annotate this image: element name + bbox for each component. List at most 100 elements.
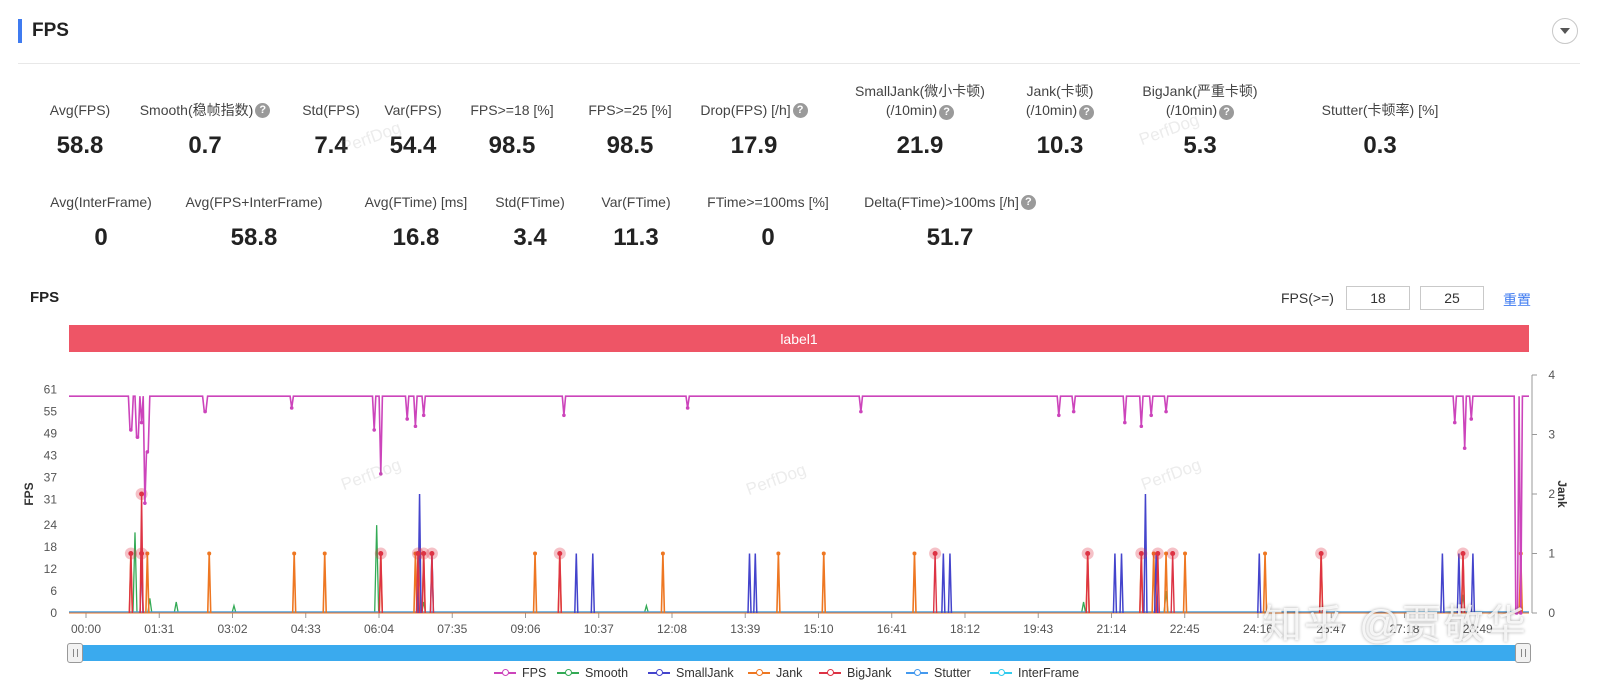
legend-item-stutter[interactable]: Stutter: [906, 666, 971, 680]
collapse-button[interactable]: [1552, 18, 1578, 44]
metric-value: 0.3: [1363, 132, 1397, 159]
fps-point: [1139, 424, 1144, 429]
slider-left-handle[interactable]: [67, 643, 83, 663]
metric-row1-8: Jank(卡顿) (/10min)? 10.3: [970, 82, 1150, 160]
help-icon[interactable]: ?: [255, 103, 271, 118]
fps-point: [859, 409, 863, 414]
bigjank-point: [139, 491, 145, 497]
jank-spike: [1163, 553, 1169, 614]
legend-label: SmallJank: [676, 666, 734, 680]
jank-point: [322, 551, 327, 556]
reset-button[interactable]: 重置: [1503, 292, 1531, 308]
panel-title: FPS: [32, 20, 69, 41]
metric-value: 0: [94, 224, 108, 251]
metric-value: 51.7: [926, 224, 974, 251]
series-fps: [69, 395, 1529, 615]
bigjank-point: [1138, 551, 1144, 556]
metric-label-text: (/10min): [1025, 102, 1078, 118]
y-tick-label: 31: [44, 492, 58, 506]
fps-point: [145, 450, 150, 454]
help-icon[interactable]: ?: [1079, 105, 1095, 120]
legend-item-jank[interactable]: Jank: [748, 666, 802, 680]
metric-label-text: (/10min): [1165, 102, 1218, 118]
divider: [18, 63, 1580, 64]
fps-point: [405, 417, 409, 421]
smooth-spike: [374, 525, 380, 614]
fps-point: [1149, 413, 1154, 418]
fps-point: [372, 428, 376, 432]
help-icon[interactable]: ?: [792, 103, 808, 118]
y-tick-label: 37: [44, 471, 58, 485]
fps-point: [1164, 409, 1168, 414]
bigjank-point: [1460, 551, 1466, 556]
bigjank-point: [421, 551, 427, 556]
metric-label: Avg(FPS+InterFrame): [185, 193, 322, 212]
y2-tick-label: 3: [1548, 428, 1555, 442]
time-range-slider[interactable]: [67, 643, 1531, 663]
jank-point: [912, 551, 917, 556]
y2-tick-label: 1: [1548, 547, 1555, 561]
metric-row1-4: FPS>=18 [%] 98.5: [422, 101, 602, 160]
x-tick-label: 00:00: [71, 622, 101, 636]
fps-point: [1057, 413, 1061, 418]
jank-point: [1263, 551, 1268, 556]
metric-row2-1: Avg(FPS+InterFrame) 58.8: [164, 193, 344, 252]
title-accent-bar: [18, 19, 22, 43]
bigjank-spike: [932, 553, 938, 614]
metric-label: Avg(FPS): [50, 101, 110, 120]
legend-label: FPS: [522, 666, 547, 680]
slider-right-handle[interactable]: [1515, 643, 1531, 663]
smooth-spike: [643, 603, 650, 614]
fps-point: [143, 501, 147, 505]
legend-marker: [827, 669, 834, 676]
fps-point: [1462, 446, 1467, 451]
legend-label: InterFrame: [1018, 666, 1080, 680]
x-tick-label: 25:47: [1316, 622, 1346, 636]
fps-threshold-input-1[interactable]: [1346, 286, 1410, 310]
y-tick-label: 61: [44, 383, 58, 397]
fps-point: [562, 413, 566, 418]
legend-item-fps[interactable]: FPS: [494, 666, 546, 680]
label-band[interactable]: label1: [69, 325, 1529, 352]
metric-label-line2: (/10min)?: [1110, 101, 1290, 120]
jank-spike: [145, 553, 150, 614]
x-tick-label: 06:04: [364, 622, 394, 636]
help-icon[interactable]: ?: [1219, 105, 1235, 120]
bigjank-point: [429, 551, 435, 556]
metric-label: BigJank(严重卡顿): [1142, 82, 1257, 101]
jank-point: [1151, 551, 1156, 556]
metric-label-text: Stutter(卡顿率) [%]: [1321, 102, 1439, 118]
fps-point: [421, 413, 426, 418]
y2-tick-label: 2: [1548, 487, 1555, 501]
jank-spike: [322, 553, 328, 614]
legend-item-interframe[interactable]: InterFrame: [990, 666, 1079, 680]
x-tick-label: 21:14: [1096, 622, 1126, 636]
metric-label-text: Avg(FPS+InterFrame): [185, 194, 323, 210]
metric-label-text: Std(FPS): [302, 102, 360, 118]
help-icon[interactable]: ?: [1020, 195, 1036, 210]
metric-label: Std(FTime): [495, 193, 564, 212]
smalljank-spike: [753, 553, 758, 614]
smalljank-spike: [1257, 553, 1262, 614]
metric-label-text: Var(FPS): [384, 102, 442, 118]
metric-value: 5.3: [1183, 132, 1217, 159]
legend-item-smalljank[interactable]: SmallJank: [648, 666, 734, 680]
legend-item-bigjank[interactable]: BigJank: [819, 666, 891, 680]
metric-value: 17.9: [730, 132, 778, 159]
metric-value: 58.8: [230, 224, 278, 251]
metric-value: 3.4: [513, 224, 547, 251]
y-axis-label: FPS: [22, 482, 36, 505]
y2-axis-label: Jank: [1555, 480, 1569, 508]
fps-point: [289, 406, 294, 410]
fps-point: [139, 420, 144, 425]
legend-item-smooth[interactable]: Smooth: [557, 666, 628, 680]
fps-threshold-input-2[interactable]: [1420, 286, 1484, 310]
fps-point: [378, 472, 383, 476]
metric-label-text: FPS>=25 [%]: [588, 102, 672, 118]
help-icon[interactable]: ?: [939, 105, 955, 120]
legend-swatch: [648, 669, 670, 676]
legend-label: Jank: [776, 666, 803, 680]
legend-marker: [914, 669, 921, 676]
smooth-spike: [1080, 601, 1087, 614]
smalljank-spike: [941, 553, 946, 614]
